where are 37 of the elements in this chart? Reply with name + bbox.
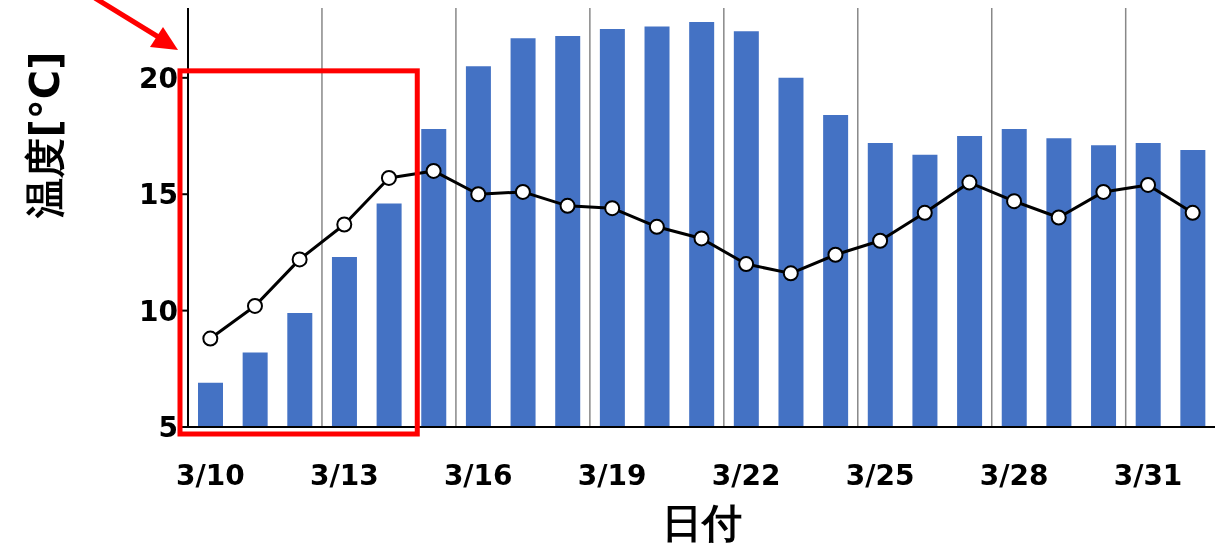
x-tick-label: 3/16 bbox=[443, 458, 513, 492]
point bbox=[514, 183, 531, 200]
point bbox=[1095, 183, 1112, 200]
point bbox=[872, 232, 889, 249]
y-tick-label: 20 bbox=[139, 61, 178, 95]
x-tick-label: 3/13 bbox=[309, 458, 379, 492]
y-axis-title: 温度[°C] bbox=[22, 51, 69, 219]
point bbox=[559, 197, 576, 214]
point bbox=[738, 256, 755, 273]
x-tick-label: 3/19 bbox=[577, 458, 647, 492]
y-tick-label: 5 bbox=[158, 410, 178, 444]
point bbox=[425, 162, 442, 179]
point bbox=[291, 251, 308, 268]
point bbox=[648, 218, 665, 235]
point bbox=[1006, 193, 1023, 210]
point bbox=[336, 216, 353, 233]
point bbox=[246, 297, 263, 314]
point bbox=[693, 230, 710, 247]
x-tick-label: 3/25 bbox=[845, 458, 915, 492]
point bbox=[827, 246, 844, 263]
point bbox=[1140, 176, 1157, 193]
x-tick-label: 3/10 bbox=[175, 458, 245, 492]
y-tick-label: 15 bbox=[139, 178, 178, 212]
x-tick-label: 3/31 bbox=[1113, 458, 1183, 492]
y-tick-label: 10 bbox=[139, 294, 178, 328]
x-tick-label: 3/22 bbox=[711, 458, 781, 492]
x-axis-title: 日付 bbox=[661, 500, 742, 546]
x-tick-label: 3/28 bbox=[979, 458, 1049, 492]
point bbox=[782, 265, 799, 282]
point bbox=[470, 186, 487, 203]
point bbox=[916, 204, 933, 221]
point bbox=[1050, 209, 1067, 226]
point bbox=[202, 330, 219, 347]
point bbox=[1184, 204, 1201, 221]
point bbox=[961, 174, 978, 191]
point bbox=[380, 169, 397, 186]
point bbox=[604, 200, 621, 217]
